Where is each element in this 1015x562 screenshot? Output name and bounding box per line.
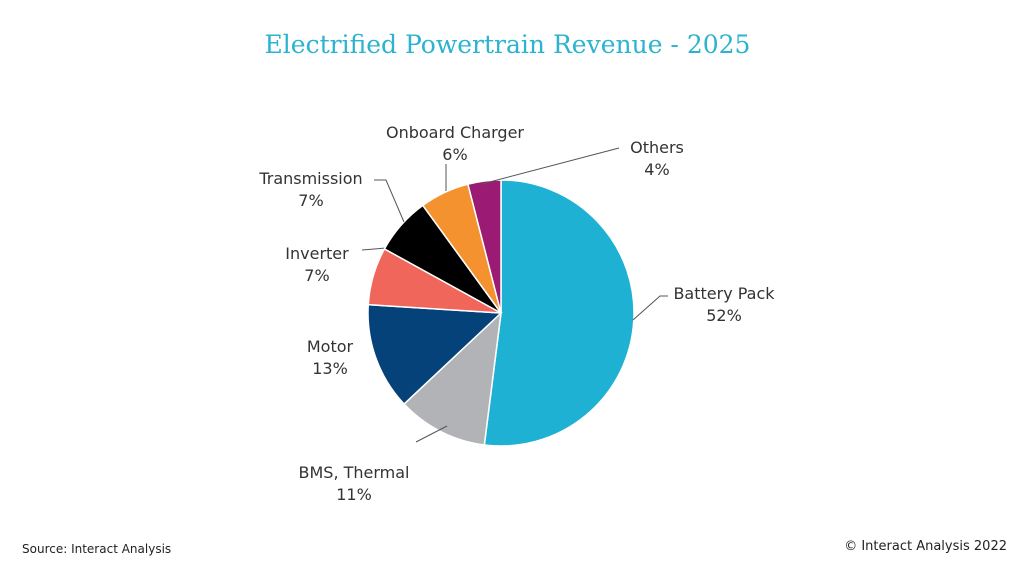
slice-value-label: 52% <box>706 306 742 325</box>
slice-value-label: 13% <box>312 359 348 378</box>
slice-label: Transmission <box>258 169 362 188</box>
slice-value-label: 6% <box>442 145 467 164</box>
leader-line <box>415 425 448 443</box>
leader-line <box>361 247 387 251</box>
pie-slice-bms-thermal <box>402 311 503 446</box>
copyright-note: © Interact Analysis 2022 <box>844 539 1007 554</box>
chart-title: Electrified Powertrain Revenue - 2025 <box>264 30 751 59</box>
slice-label: Inverter <box>285 244 349 263</box>
slice-label: BMS, Thermal <box>299 463 410 482</box>
leader-line <box>632 295 668 321</box>
source-note: Source: Interact Analysis <box>22 542 172 556</box>
pie-slice-others <box>467 179 502 314</box>
slice-value-label: 7% <box>304 266 329 285</box>
pie-slice-battery-pack <box>483 179 635 447</box>
leader-line <box>481 147 620 185</box>
leader-line <box>374 179 405 223</box>
slice-label: Battery Pack <box>673 284 775 303</box>
pie-slice-motor <box>367 303 503 406</box>
slice-value-label: 11% <box>336 485 372 504</box>
slice-label: Others <box>630 138 684 157</box>
slice-label: Onboard Charger <box>386 123 524 142</box>
slice-value-label: 7% <box>298 191 323 210</box>
slice-label: Motor <box>307 337 354 356</box>
slice-value-label: 4% <box>644 160 669 179</box>
